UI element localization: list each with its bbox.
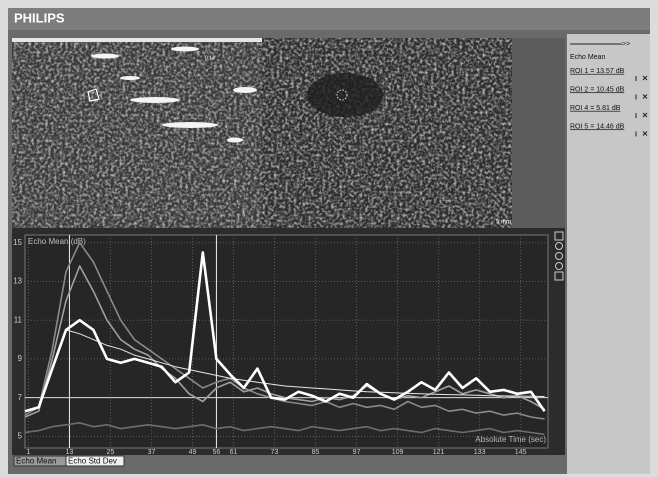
y-tick-label: 5 [18,431,23,440]
screen: PHILIPS 0.14 5 mm >> Echo Mean ROI 1 = 1… [0,0,658,477]
plot-area [25,235,548,448]
x-tick-label: 97 [353,449,361,456]
page: PHILIPS 0.14 5 mm >> Echo Mean ROI 1 = 1… [0,0,658,477]
y-axis-label: Echo Mean (dB) [28,237,86,246]
roi-value[interactable]: ROI 2 = 10.45 dB [570,86,625,93]
image-label: 0.14 [205,55,215,61]
side-panel [567,34,650,474]
x-tick-label: 109 [392,449,404,456]
roi-value[interactable]: ROI 4 = 5.81 dB [570,105,621,112]
scale-label: 5 mm [496,220,511,226]
image-gap [512,38,565,228]
x-tick-label: 13 [66,449,74,456]
skin-line [12,38,262,42]
x-tick-label: 133 [474,449,486,456]
y-tick-label: 13 [13,277,22,286]
x-tick-label: 37 [148,449,156,456]
panel-title: Echo Mean [570,54,606,61]
x-tick-label: 1 [26,449,30,456]
roi-value[interactable]: ROI 1 = 13.57 dB [570,68,625,75]
y-tick-label: 15 [13,238,22,247]
x-tick-label: 61 [230,449,238,456]
speckle-right [262,38,512,228]
tab-label[interactable]: Echo Mean [16,457,56,466]
x-tick-label: 49 [189,449,197,456]
x-tick-label: 56 [213,449,221,456]
x-tick-label: 25 [107,449,115,456]
speckle-left [12,38,262,228]
header-bar [8,8,650,30]
x-axis-label: Absolute Time (sec) [475,435,546,444]
x-tick-label: 73 [271,449,279,456]
roi-value[interactable]: ROI 5 = 14.46 dB [570,123,625,130]
brand: PHILIPS [14,10,65,25]
y-tick-label: 7 [18,393,23,402]
tab-label[interactable]: Echo Std Dev [68,457,117,466]
y-tick-label: 11 [14,315,23,324]
x-tick-label: 85 [312,449,320,456]
collapse-arrow[interactable]: >> [622,41,630,48]
lesion [307,73,383,117]
y-tick-label: 9 [18,354,23,363]
x-tick-label: 121 [433,449,445,456]
x-tick-label: 145 [515,449,527,456]
